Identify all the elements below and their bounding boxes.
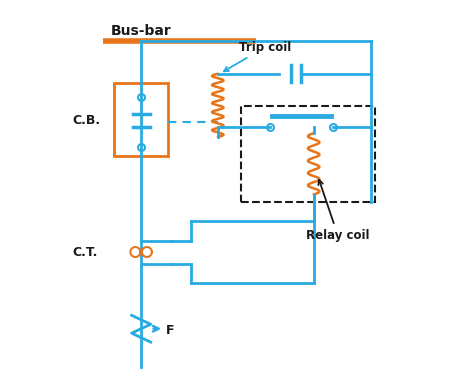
Text: C.B.: C.B. bbox=[72, 114, 100, 126]
Text: Trip coil: Trip coil bbox=[224, 41, 291, 71]
Bar bbox=[114, 83, 168, 156]
Text: F: F bbox=[166, 324, 174, 337]
Text: C.T.: C.T. bbox=[72, 246, 98, 259]
Text: Relay coil: Relay coil bbox=[306, 180, 370, 242]
Bar bbox=[241, 106, 375, 202]
Text: Bus-bar: Bus-bar bbox=[110, 25, 171, 39]
